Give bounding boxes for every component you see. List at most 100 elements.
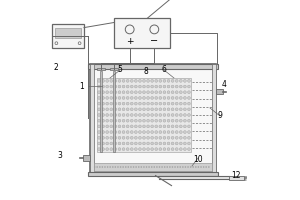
Circle shape <box>114 85 117 88</box>
Circle shape <box>118 96 121 99</box>
Circle shape <box>195 166 196 168</box>
Circle shape <box>193 166 194 168</box>
Circle shape <box>156 166 158 168</box>
Circle shape <box>172 166 173 168</box>
Circle shape <box>169 166 170 168</box>
Circle shape <box>183 96 186 99</box>
Circle shape <box>155 119 158 122</box>
Circle shape <box>179 114 182 116</box>
Circle shape <box>126 96 129 99</box>
Circle shape <box>134 125 137 128</box>
Circle shape <box>130 136 133 139</box>
Circle shape <box>112 166 113 168</box>
Bar <box>52 24 84 48</box>
Circle shape <box>98 114 100 116</box>
Bar <box>229 176 244 180</box>
Circle shape <box>142 119 146 122</box>
Bar <box>94 163 212 171</box>
Circle shape <box>126 148 129 151</box>
Circle shape <box>151 91 154 94</box>
Circle shape <box>106 119 109 122</box>
Circle shape <box>175 96 178 99</box>
Circle shape <box>179 125 182 128</box>
Circle shape <box>179 79 182 82</box>
Circle shape <box>126 91 129 94</box>
Circle shape <box>175 102 178 105</box>
Circle shape <box>110 114 113 116</box>
Circle shape <box>118 125 121 128</box>
Circle shape <box>107 166 108 168</box>
Circle shape <box>179 131 182 134</box>
Circle shape <box>171 148 174 151</box>
Circle shape <box>167 148 170 151</box>
Circle shape <box>114 79 117 82</box>
Circle shape <box>104 166 106 168</box>
Circle shape <box>188 119 190 122</box>
Circle shape <box>98 108 100 111</box>
Circle shape <box>142 114 146 116</box>
Bar <box>98 68 105 70</box>
Circle shape <box>188 148 190 151</box>
Circle shape <box>134 79 137 82</box>
Circle shape <box>139 136 141 139</box>
Circle shape <box>163 108 166 111</box>
Circle shape <box>130 148 133 151</box>
Circle shape <box>114 131 117 134</box>
Circle shape <box>147 96 149 99</box>
Circle shape <box>155 148 158 151</box>
Circle shape <box>159 91 162 94</box>
Circle shape <box>106 102 109 105</box>
Circle shape <box>106 114 109 116</box>
Circle shape <box>167 108 170 111</box>
Circle shape <box>167 91 170 94</box>
Circle shape <box>188 125 190 128</box>
Circle shape <box>122 108 125 111</box>
Circle shape <box>175 142 178 145</box>
Circle shape <box>130 102 133 105</box>
Bar <box>110 68 118 70</box>
Circle shape <box>147 114 149 116</box>
Bar <box>55 28 81 38</box>
Circle shape <box>130 114 133 116</box>
Circle shape <box>98 142 100 145</box>
Circle shape <box>130 119 133 122</box>
Circle shape <box>159 79 162 82</box>
Circle shape <box>183 119 186 122</box>
Circle shape <box>130 108 133 111</box>
Circle shape <box>122 131 125 134</box>
Circle shape <box>126 108 129 111</box>
Circle shape <box>102 166 103 168</box>
Circle shape <box>106 91 109 94</box>
Circle shape <box>118 142 121 145</box>
Circle shape <box>159 114 162 116</box>
Circle shape <box>126 102 129 105</box>
Circle shape <box>163 125 166 128</box>
Circle shape <box>163 85 166 88</box>
Circle shape <box>98 96 100 99</box>
Circle shape <box>122 119 125 122</box>
Circle shape <box>114 91 117 94</box>
Circle shape <box>175 85 178 88</box>
Circle shape <box>159 136 162 139</box>
Circle shape <box>159 131 162 134</box>
Circle shape <box>136 166 137 168</box>
Circle shape <box>98 102 100 105</box>
Circle shape <box>134 114 137 116</box>
Circle shape <box>155 96 158 99</box>
Circle shape <box>175 148 178 151</box>
Circle shape <box>102 79 105 82</box>
Circle shape <box>159 142 162 145</box>
Circle shape <box>98 85 100 88</box>
Circle shape <box>161 166 163 168</box>
Circle shape <box>163 131 166 134</box>
Circle shape <box>134 148 137 151</box>
Circle shape <box>167 79 170 82</box>
Circle shape <box>130 142 133 145</box>
Circle shape <box>115 166 116 168</box>
Circle shape <box>175 108 178 111</box>
Text: 8: 8 <box>144 68 148 76</box>
Circle shape <box>142 148 146 151</box>
Circle shape <box>114 142 117 145</box>
Circle shape <box>151 125 154 128</box>
Circle shape <box>183 85 186 88</box>
